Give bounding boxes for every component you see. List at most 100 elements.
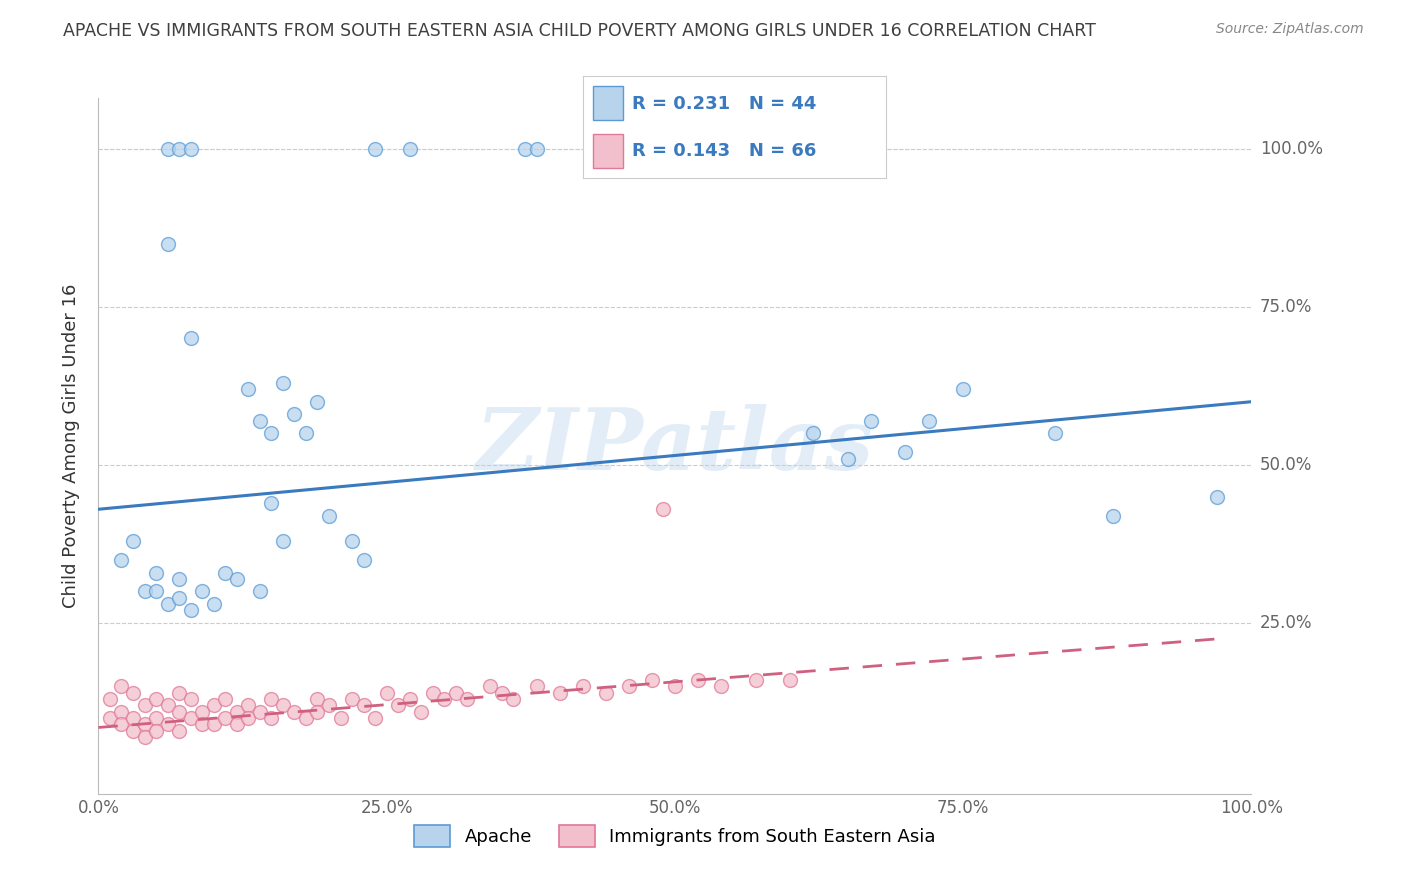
Point: [167, 723, 190, 738]
Y-axis label: Child Poverty Among Girls Under 16: Child Poverty Among Girls Under 16: [62, 284, 80, 608]
Point: [260, 496, 283, 510]
Point: [340, 692, 363, 706]
Point: [398, 692, 420, 706]
Point: [295, 426, 318, 441]
Point: [433, 692, 456, 706]
Point: [271, 533, 294, 548]
Point: [859, 414, 882, 428]
Text: 75.0%: 75.0%: [1260, 298, 1312, 316]
Point: [202, 597, 225, 611]
Point: [180, 603, 202, 617]
Point: [744, 673, 766, 687]
Point: [191, 584, 214, 599]
Point: [641, 673, 664, 687]
Point: [167, 686, 190, 700]
Text: 50.0%: 50.0%: [1260, 456, 1312, 474]
Point: [180, 711, 202, 725]
Point: [202, 717, 225, 731]
Point: [214, 711, 236, 725]
Point: [249, 414, 271, 428]
Point: [122, 533, 145, 548]
Point: [571, 679, 593, 693]
Point: [502, 692, 524, 706]
Point: [837, 451, 859, 466]
Text: ZIPatlas: ZIPatlas: [475, 404, 875, 488]
Point: [513, 142, 536, 156]
Point: [318, 508, 340, 523]
Point: [134, 584, 156, 599]
Point: [422, 686, 444, 700]
Point: [260, 692, 283, 706]
Point: [238, 698, 260, 713]
Point: [110, 553, 132, 567]
Text: 25.0%: 25.0%: [1260, 614, 1312, 632]
Point: [271, 698, 294, 713]
Point: [1102, 508, 1125, 523]
Point: [444, 686, 467, 700]
Point: [526, 679, 548, 693]
FancyBboxPatch shape: [592, 135, 623, 168]
Point: [180, 692, 202, 706]
Point: [191, 717, 214, 731]
Legend: Apache, Immigrants from South Eastern Asia: Apache, Immigrants from South Eastern As…: [406, 818, 943, 855]
Point: [134, 698, 156, 713]
Point: [110, 717, 132, 731]
Point: [249, 705, 271, 719]
Point: [353, 553, 375, 567]
Point: [398, 142, 420, 156]
Point: [307, 705, 329, 719]
Point: [110, 705, 132, 719]
Point: [1205, 490, 1227, 504]
Point: [180, 331, 202, 345]
Point: [214, 692, 236, 706]
Point: [375, 686, 398, 700]
Point: [145, 692, 167, 706]
Point: [122, 686, 145, 700]
Point: [122, 711, 145, 725]
Point: [156, 142, 179, 156]
Point: [364, 711, 387, 725]
Point: [318, 698, 340, 713]
Point: [191, 705, 214, 719]
Point: [260, 711, 283, 725]
Point: [238, 382, 260, 396]
Point: [145, 566, 167, 580]
Point: [156, 597, 179, 611]
FancyBboxPatch shape: [592, 87, 623, 120]
Point: [364, 142, 387, 156]
Point: [283, 705, 305, 719]
Point: [249, 584, 271, 599]
Point: [134, 730, 156, 744]
Point: [686, 673, 709, 687]
Point: [260, 426, 283, 441]
Point: [329, 711, 352, 725]
Point: [387, 698, 409, 713]
Point: [340, 533, 363, 548]
Point: [271, 376, 294, 390]
Point: [411, 705, 433, 719]
Point: [180, 142, 202, 156]
Point: [952, 382, 974, 396]
Text: 100.0%: 100.0%: [1260, 140, 1323, 158]
Point: [225, 572, 247, 586]
Point: [238, 711, 260, 725]
Point: [145, 584, 167, 599]
Point: [479, 679, 502, 693]
Point: [917, 414, 939, 428]
Point: [225, 705, 247, 719]
Text: Source: ZipAtlas.com: Source: ZipAtlas.com: [1216, 22, 1364, 37]
Text: R = 0.231   N = 44: R = 0.231 N = 44: [631, 95, 817, 112]
Point: [617, 679, 640, 693]
Text: R = 0.143   N = 66: R = 0.143 N = 66: [631, 142, 817, 160]
Point: [202, 698, 225, 713]
Point: [1045, 426, 1067, 441]
Point: [307, 692, 329, 706]
Point: [167, 591, 190, 605]
Point: [710, 679, 733, 693]
Point: [664, 679, 686, 693]
Point: [98, 711, 121, 725]
Point: [98, 692, 121, 706]
Point: [307, 394, 329, 409]
Point: [295, 711, 318, 725]
Point: [110, 679, 132, 693]
